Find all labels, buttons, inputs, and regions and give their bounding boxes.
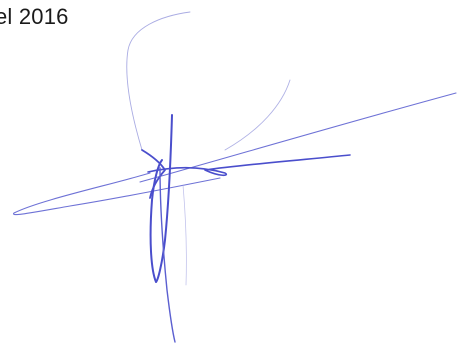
signature-faint-descender: [182, 184, 187, 286]
signature-right-arc: [224, 79, 291, 151]
signature-upper-loop: [126, 11, 191, 151]
date-text: el 2016: [0, 4, 69, 29]
signature-long-sweep: [139, 92, 457, 183]
signature-horizontal-stroke: [147, 154, 351, 177]
signature-lower-left-loop: [13, 172, 221, 216]
signature-descending-tail: [159, 167, 176, 343]
signature-main-stem: [149, 114, 173, 283]
